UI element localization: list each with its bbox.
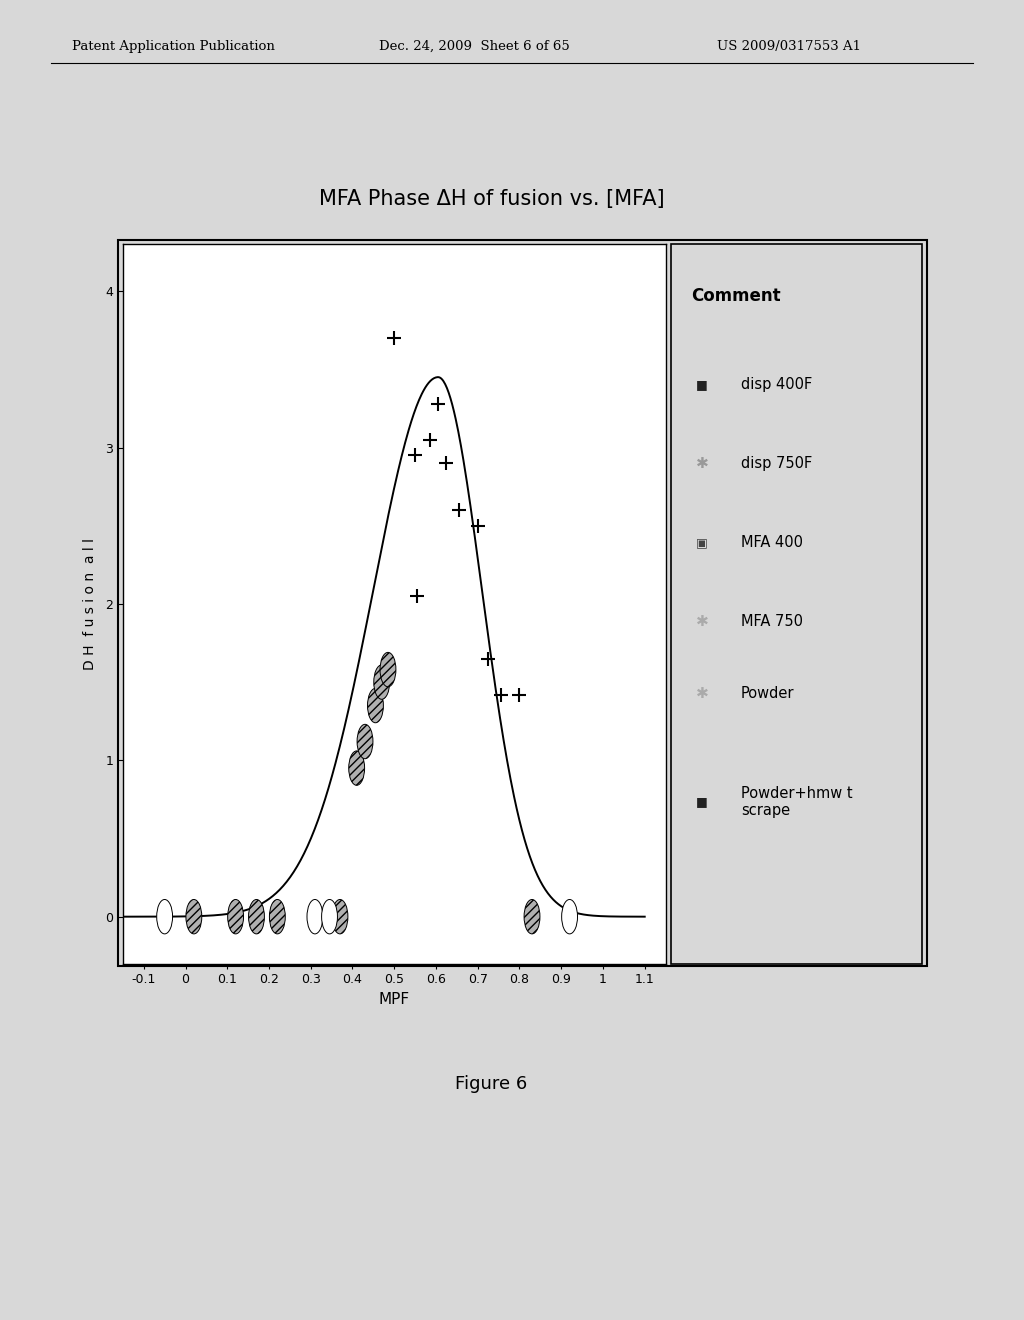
Text: ✱: ✱ — [696, 614, 709, 630]
Point — [511, 684, 527, 705]
Text: disp 750F: disp 750F — [741, 457, 812, 471]
Point — [470, 515, 486, 536]
Text: ■: ■ — [696, 795, 708, 808]
Text: Comment: Comment — [691, 288, 780, 305]
Ellipse shape — [561, 899, 578, 933]
Ellipse shape — [380, 652, 396, 686]
Ellipse shape — [357, 725, 373, 759]
Text: MFA 400: MFA 400 — [741, 535, 803, 550]
Ellipse shape — [157, 899, 173, 933]
Ellipse shape — [349, 751, 365, 785]
Text: ✱: ✱ — [696, 457, 709, 471]
X-axis label: MPF: MPF — [379, 991, 410, 1007]
Text: ■: ■ — [696, 378, 708, 391]
Point — [386, 327, 402, 348]
Text: Powder: Powder — [741, 686, 795, 701]
Point — [407, 445, 423, 466]
Point — [409, 586, 425, 607]
Text: ✱: ✱ — [696, 686, 709, 701]
Ellipse shape — [322, 899, 338, 933]
Text: Dec. 24, 2009  Sheet 6 of 65: Dec. 24, 2009 Sheet 6 of 65 — [379, 40, 569, 53]
Point — [451, 499, 467, 520]
Text: Powder+hmw t
scrape: Powder+hmw t scrape — [741, 785, 853, 818]
Point — [430, 393, 446, 414]
Ellipse shape — [186, 899, 202, 933]
Ellipse shape — [249, 899, 264, 933]
Text: MFA 750: MFA 750 — [741, 614, 803, 630]
Text: disp 400F: disp 400F — [741, 378, 812, 392]
Ellipse shape — [307, 899, 323, 933]
Ellipse shape — [269, 899, 286, 933]
Ellipse shape — [374, 665, 390, 700]
Point — [422, 429, 438, 450]
Ellipse shape — [332, 899, 348, 933]
Text: US 2009/0317553 A1: US 2009/0317553 A1 — [717, 40, 861, 53]
Text: Figure 6: Figure 6 — [456, 1074, 527, 1093]
Point — [438, 453, 455, 474]
Ellipse shape — [524, 899, 540, 933]
Point — [480, 648, 497, 669]
Y-axis label: D H  f u s i o n  a l l: D H f u s i o n a l l — [83, 537, 97, 669]
Text: Patent Application Publication: Patent Application Publication — [72, 40, 274, 53]
Text: ▣: ▣ — [696, 536, 708, 549]
Point — [493, 684, 509, 705]
Ellipse shape — [368, 688, 383, 723]
Text: MFA Phase ΔH of fusion vs. [MFA]: MFA Phase ΔH of fusion vs. [MFA] — [318, 189, 665, 209]
Ellipse shape — [227, 899, 244, 933]
